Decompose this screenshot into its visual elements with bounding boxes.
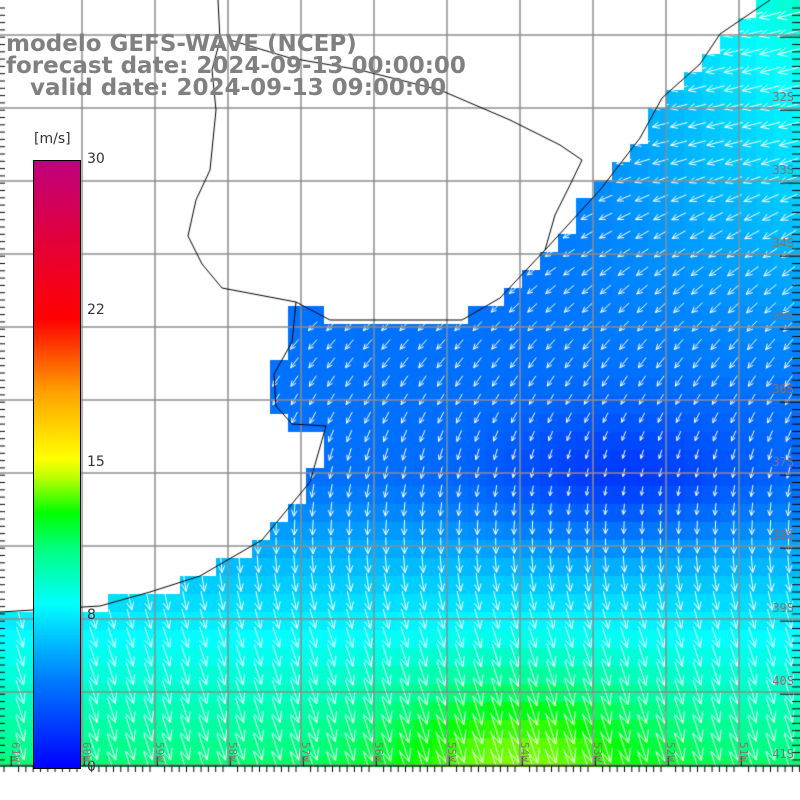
lon-label: 57W: [299, 742, 312, 762]
lon-label: 54W: [518, 742, 531, 762]
lat-label: 37S: [772, 455, 794, 469]
colorbar-tick: 30: [87, 151, 105, 167]
lon-label: 56W: [372, 742, 385, 762]
lat-label: 32S: [772, 90, 794, 104]
lat-label: 40S: [772, 674, 794, 688]
colorbar-tick: 8: [87, 607, 96, 623]
lon-label: 53W: [591, 742, 604, 762]
lon-label: 61W: [9, 742, 22, 762]
colorbar: [33, 160, 81, 769]
colorbar-tick: 22: [87, 302, 105, 318]
colorbar-tick: 0: [87, 759, 96, 775]
title-forecast-date: forecast date: 2024-09-13 00:00:00: [6, 53, 466, 79]
colorbar-unit: [m/s]: [34, 131, 71, 147]
lat-label: 39S: [772, 601, 794, 615]
lat-label: 34S: [772, 236, 794, 250]
lon-label: 55W: [445, 742, 458, 762]
lat-label: 36S: [772, 382, 794, 396]
lat-label: 35S: [772, 309, 794, 323]
lon-label: 59W: [153, 742, 166, 762]
lat-label: 33S: [772, 163, 794, 177]
lat-label: 38S: [772, 528, 794, 542]
lon-label: 58W: [226, 742, 239, 762]
lon-label: 52W: [664, 742, 677, 762]
lon-label: 51W: [737, 742, 750, 762]
lon-label: 60W: [80, 742, 93, 762]
title-model: modelo GEFS-WAVE (NCEP): [6, 31, 357, 57]
lat-label: 41S: [772, 747, 794, 761]
colorbar-tick: 15: [87, 454, 105, 470]
title-valid-date: valid date: 2024-09-13 09:00:00: [6, 75, 447, 101]
